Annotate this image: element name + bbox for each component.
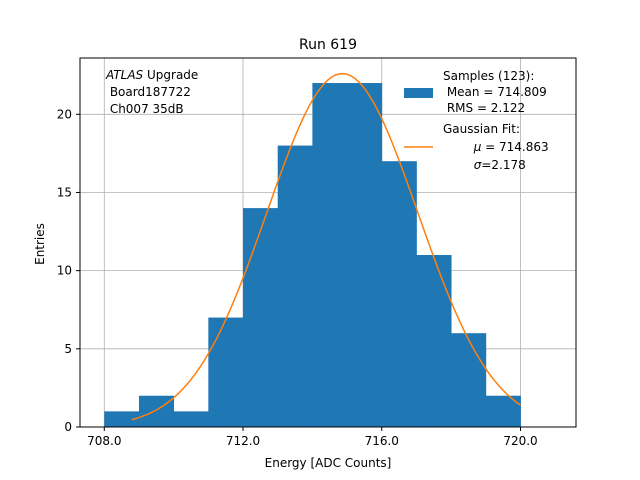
plot-frame [79,57,577,428]
annotation-channel: Ch007 35dB [106,102,184,116]
annotation-box: ATLAS Upgrade Board187722 Ch007 35dB [105,68,198,116]
histogram-bar [451,333,487,427]
histogram-bar [104,411,140,427]
y-tick-label: 10 [57,264,72,278]
legend-fit-sigma-symbol: σ [474,158,482,172]
histogram-bar [208,317,244,427]
histogram-bar [347,83,383,427]
histogram-bar [485,395,521,427]
legend-fit-mu: = 714.863 [481,140,548,154]
y-tick-label: 0 [64,420,72,434]
x-tick-label: 720.0 [503,434,537,448]
histogram-bars [104,83,521,427]
x-axis-label: Energy [ADC Counts] [265,456,392,470]
histogram-bar [277,145,313,427]
x-tick-label: 716.0 [365,434,399,448]
legend-samples-rms: RMS = 2.122 [443,101,525,115]
axis-ticks: 708.0 712.0 716.0 720.0 0 5 10 15 20 [57,107,538,448]
annotation-board: Board187722 [106,85,191,99]
histogram-bar [138,395,175,427]
legend-histogram-swatch [404,88,433,98]
x-tick-label: 712.0 [226,434,260,448]
legend-fit-sigma: =2.178 [481,158,525,172]
legend-fit-title: Gaussian Fit: [443,122,520,136]
svg-text:σ=2.178: σ=2.178 [447,158,545,172]
histogram-bar [243,208,279,427]
svg-text:ATLAS Upgrade: ATLAS Upgrade [105,68,198,82]
y-tick-label: 20 [57,107,72,121]
x-tick-label: 708.0 [87,434,121,448]
annotation-experiment: ATLAS [105,68,144,82]
y-tick-label: 15 [57,185,72,199]
annotation-experiment-suffix: Upgrade [143,68,198,82]
y-axis-label: Entries [33,223,47,265]
legend: Samples (123): Mean = 714.809 RMS = 2.12… [404,69,568,172]
gaussian-fit-curve [131,72,521,421]
legend-samples-mean: Mean = 714.809 [443,85,547,99]
histogram-bar [173,411,209,427]
legend-samples-title: Samples (123): [443,69,534,83]
gaussian-fit [131,72,521,421]
chart-title: Run 619 [299,37,357,53]
histogram-bar [416,255,452,427]
svg-text:μ = 714.863: μ = 714.863 [447,140,568,154]
histogram-bar [312,83,348,427]
legend-fit-mu-symbol: μ [473,140,482,154]
histogram-bar [381,161,417,427]
y-tick-label: 5 [64,342,72,356]
